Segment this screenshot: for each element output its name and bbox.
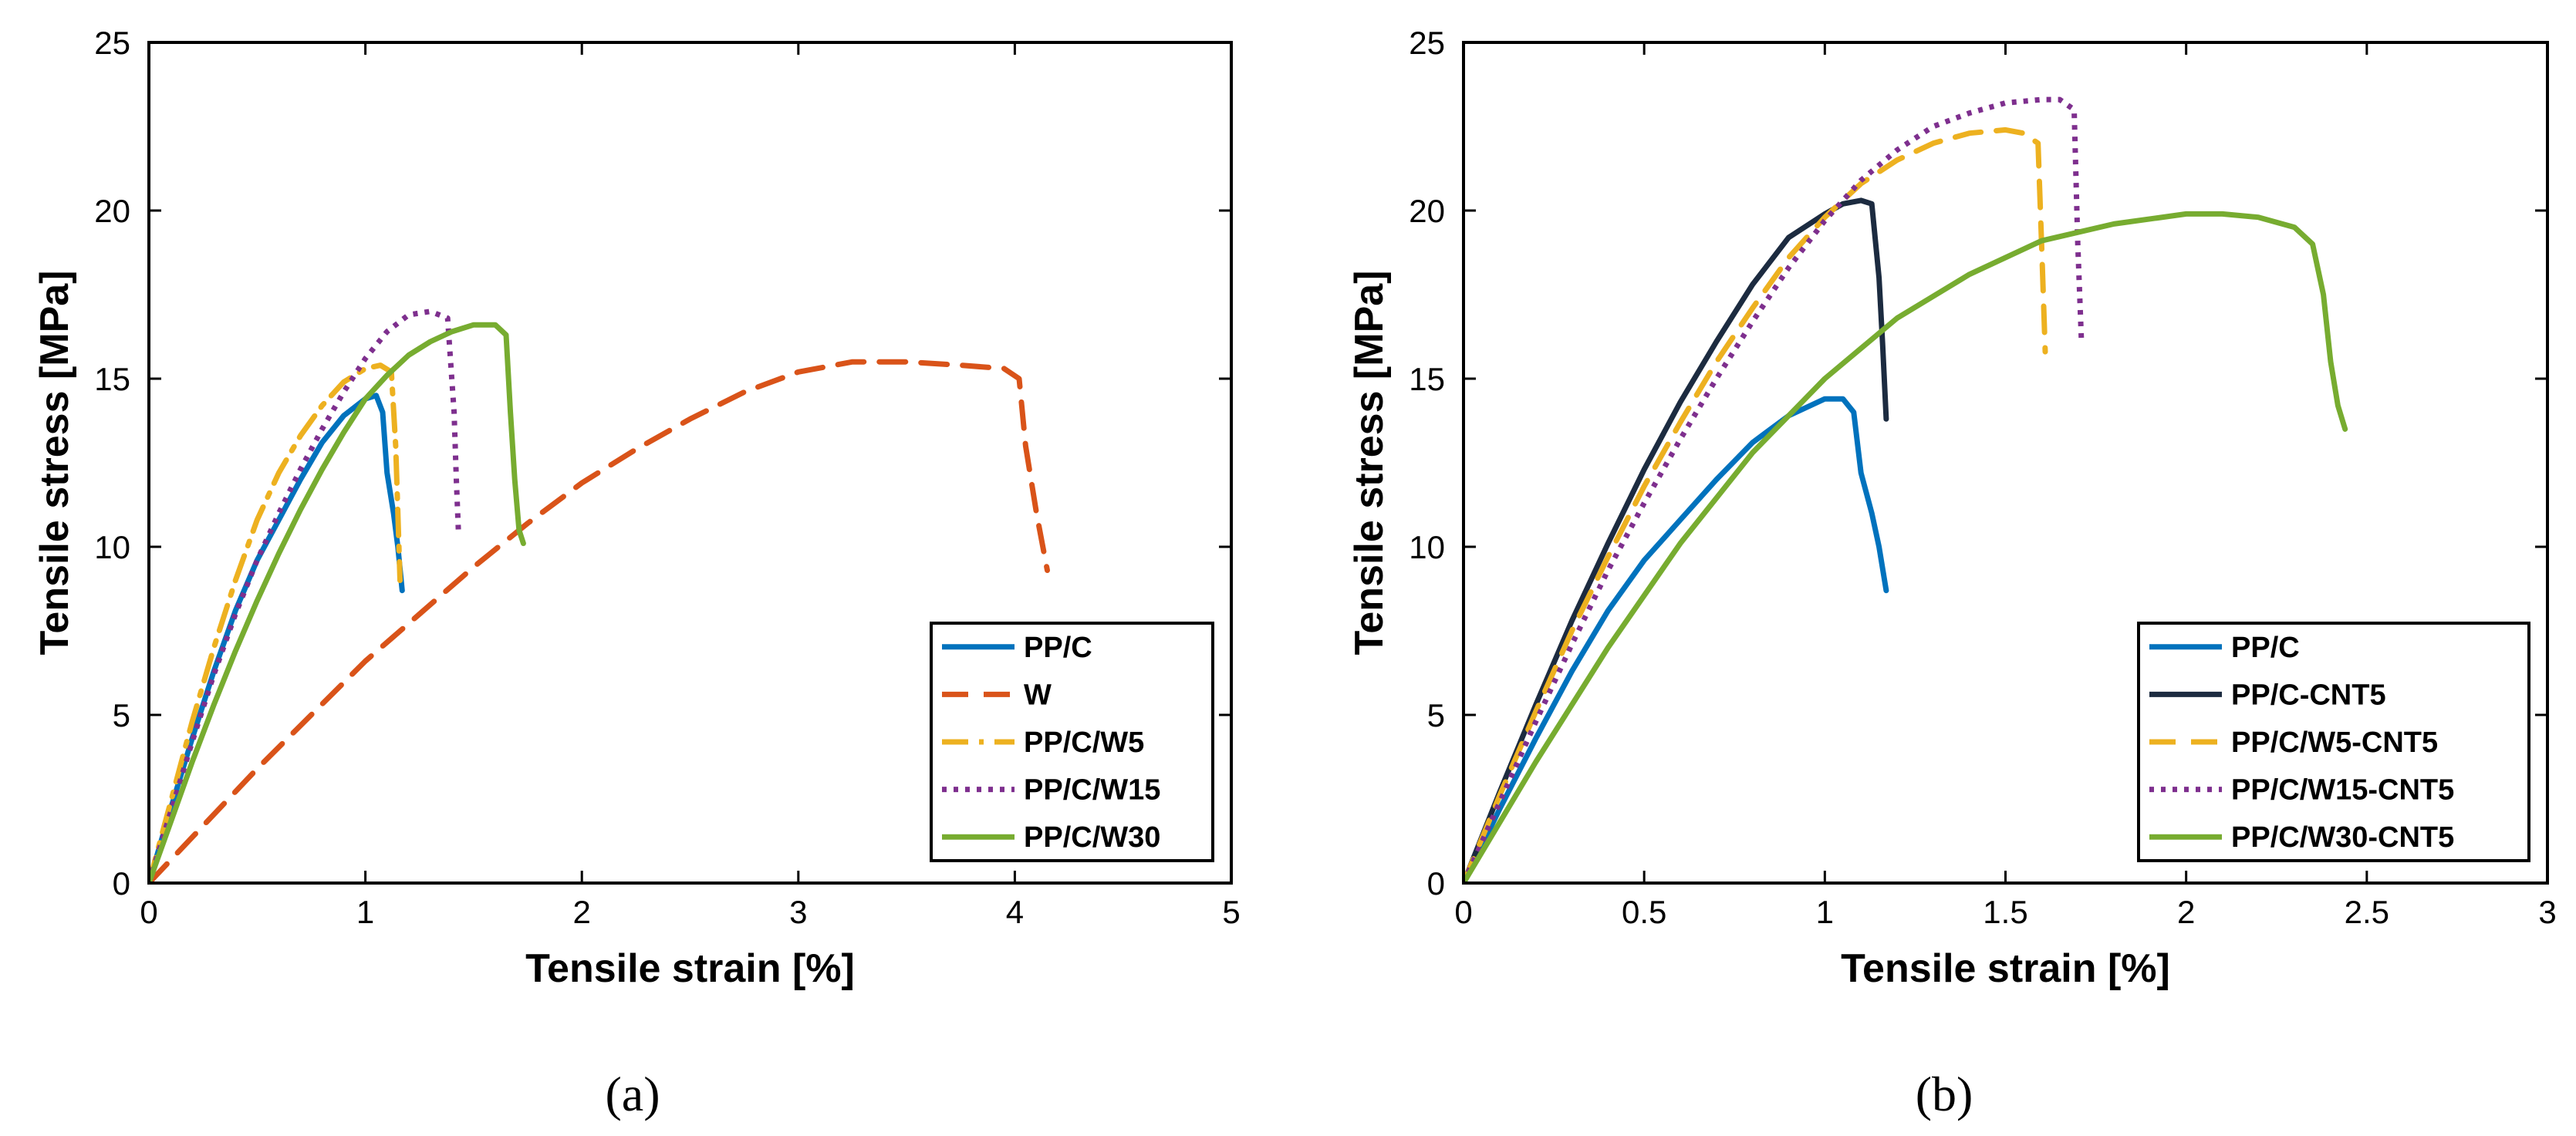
x-tick-label: 1 bbox=[1816, 894, 1834, 930]
legend-label: W bbox=[1024, 679, 1052, 711]
panel-caption: (a) bbox=[605, 1067, 660, 1121]
y-tick-label: 0 bbox=[113, 865, 130, 902]
series-group bbox=[1464, 96, 2348, 883]
y-tick-label: 10 bbox=[1409, 529, 1445, 565]
legend-label: PP/C/W15-CNT5 bbox=[2231, 774, 2454, 807]
legend: PP/C PP/C-CNT5 PP/C/W5-CNT5 PP/C/W15-CNT5 PP… bbox=[2137, 622, 2530, 862]
y-tick-label: 10 bbox=[94, 529, 130, 565]
x-tick-label: 3 bbox=[789, 894, 807, 930]
series-line-pp-c bbox=[149, 393, 405, 883]
y-axis-title: Tensile stress [MPa] bbox=[1347, 270, 1392, 655]
x-tick-label: 3 bbox=[2538, 894, 2556, 930]
series-line-pp-c-w5 bbox=[149, 362, 403, 883]
y-tick-label: 5 bbox=[113, 697, 130, 733]
x-tick-label: 2.5 bbox=[2345, 894, 2389, 930]
y-tick-label: 25 bbox=[1409, 25, 1445, 61]
x-tick-label: 2 bbox=[2177, 894, 2195, 930]
chart-b: 0 0.5 1 1.5 2 2.5 3 0 5 10 15 20 25 Tensile strain [%… bbox=[1347, 25, 2557, 1121]
y-tick-label: 15 bbox=[1409, 361, 1445, 397]
x-tick-label: 0 bbox=[1454, 894, 1472, 930]
legend-label: PP/C/W30 bbox=[1024, 821, 1160, 854]
x-tick-label: 5 bbox=[1222, 894, 1240, 930]
series-group bbox=[149, 308, 1050, 883]
series-line-pp-c-cnt5 bbox=[1464, 197, 1889, 883]
series-line-w bbox=[149, 359, 1050, 883]
series-line-pp-c bbox=[1464, 396, 1889, 883]
x-axis-title: Tensile strain [%] bbox=[1841, 946, 2170, 991]
y-tick-label: 20 bbox=[1409, 193, 1445, 229]
x-tick-label: 2 bbox=[573, 894, 591, 930]
y-tick-label: 20 bbox=[94, 193, 130, 229]
x-tick-label: 4 bbox=[1006, 894, 1024, 930]
legend-box bbox=[930, 622, 1214, 862]
series-line-pp-c-w30 bbox=[149, 322, 526, 883]
x-tick-label: 0 bbox=[140, 894, 157, 930]
legend-label: PP/C bbox=[1024, 632, 1092, 664]
legend: PP/C W PP/C/W5 PP/C/W15 PP/C/W30 bbox=[930, 622, 1214, 862]
y-axis-title: Tensile stress [MPa] bbox=[32, 270, 77, 655]
x-tick-label: 1 bbox=[356, 894, 374, 930]
legend-label: PP/C bbox=[2231, 632, 2300, 664]
series-line-pp-c-w15 bbox=[149, 308, 461, 883]
legend-label: PP/C/W30-CNT5 bbox=[2231, 821, 2454, 854]
series-line-pp-c-w15-cnt5 bbox=[1464, 96, 2085, 883]
x-axis-title: Tensile strain [%] bbox=[525, 946, 855, 991]
y-tick-label: 15 bbox=[94, 361, 130, 397]
series-line-pp-c-w5-cnt5 bbox=[1464, 126, 2048, 883]
legend-label: PP/C/W5-CNT5 bbox=[2231, 726, 2438, 759]
x-tick-label: 0.5 bbox=[1622, 894, 1666, 930]
y-tick-label: 0 bbox=[1427, 865, 1445, 902]
legend-label: PP/C/W15 bbox=[1024, 774, 1160, 807]
series-line-pp-c-w30-cnt5 bbox=[1464, 211, 2348, 883]
y-tick-label: 5 bbox=[1427, 697, 1445, 733]
chart-a: 0 1 2 3 4 5 0 5 10 15 20 25 Tensile strain [%] Tensil… bbox=[32, 25, 1241, 1121]
y-tick-label: 25 bbox=[94, 25, 130, 61]
x-tick-label: 1.5 bbox=[1983, 894, 2027, 930]
legend-label: PP/C/W5 bbox=[1024, 726, 1144, 759]
panel-caption: (b) bbox=[1916, 1067, 1973, 1121]
axes-box bbox=[147, 41, 1233, 885]
legend-label: PP/C-CNT5 bbox=[2231, 679, 2386, 711]
